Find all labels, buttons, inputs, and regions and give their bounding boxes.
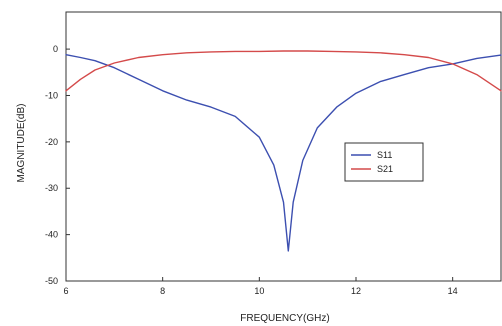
y-tick-label: -30 — [45, 183, 58, 193]
legend-label-s11: S11 — [377, 150, 392, 160]
series-group — [65, 50, 502, 252]
y-axis-title: MAGNITUDE(dB) — [16, 104, 27, 183]
y-tick-label: -50 — [45, 276, 58, 286]
plot-frame — [65, 11, 502, 282]
series-line-s11 — [65, 54, 502, 252]
axes — [65, 11, 502, 282]
x-tick-label: 6 — [63, 286, 68, 296]
y-tick-label: -10 — [45, 90, 58, 100]
x-axis-title: FREQUENCY(GHz) — [240, 313, 329, 324]
x-tick-label: 10 — [254, 286, 264, 296]
series-line-s21 — [65, 50, 502, 92]
legend-box — [344, 142, 424, 182]
y-tick-label: 0 — [53, 44, 58, 54]
x-tick-label: 14 — [448, 286, 458, 296]
x-tick-label: 8 — [160, 286, 165, 296]
ticks: 6 8 10 12 14 0 -10 -20 -30 -40 -50 — [45, 44, 458, 296]
x-tick-label: 12 — [351, 286, 361, 296]
legend-label-s21: S21 — [377, 164, 393, 174]
y-tick-label: -40 — [45, 230, 58, 240]
y-tick-label: -20 — [45, 137, 58, 147]
